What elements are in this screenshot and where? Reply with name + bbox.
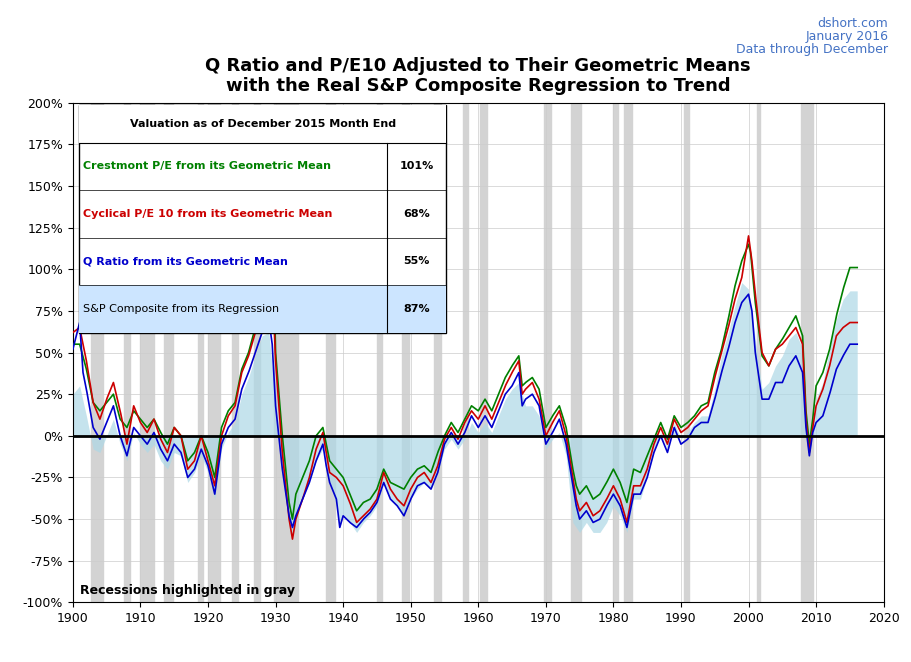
- Bar: [274, 103, 298, 602]
- Bar: [140, 103, 154, 602]
- Bar: [164, 103, 172, 602]
- Text: Data through December: Data through December: [736, 43, 888, 56]
- Bar: [623, 103, 632, 602]
- Bar: [544, 103, 551, 602]
- Bar: [571, 103, 581, 602]
- Bar: [403, 103, 409, 602]
- Bar: [326, 103, 334, 602]
- Text: dshort.com: dshort.com: [817, 17, 888, 30]
- Bar: [208, 103, 220, 602]
- Text: Crestmont P/E from its Geometric Mean: Crestmont P/E from its Geometric Mean: [84, 162, 332, 171]
- Text: 87%: 87%: [404, 304, 430, 314]
- Text: 101%: 101%: [400, 162, 434, 171]
- Bar: [377, 103, 382, 602]
- Bar: [684, 103, 690, 602]
- Text: 55%: 55%: [404, 256, 430, 266]
- Bar: [801, 103, 813, 602]
- Bar: [757, 103, 761, 602]
- Text: Valuation as of December 2015 Month End: Valuation as of December 2015 Month End: [129, 119, 395, 129]
- Text: 68%: 68%: [404, 209, 430, 219]
- Bar: [231, 103, 239, 602]
- Text: Recessions highlighted in gray: Recessions highlighted in gray: [79, 585, 294, 597]
- Bar: [198, 103, 203, 602]
- Bar: [124, 103, 130, 602]
- FancyBboxPatch shape: [79, 105, 445, 332]
- Bar: [613, 103, 619, 602]
- Text: January 2016: January 2016: [805, 30, 888, 43]
- Bar: [253, 103, 261, 602]
- Bar: [480, 103, 486, 602]
- Text: Cyclical P/E 10 from its Geometric Mean: Cyclical P/E 10 from its Geometric Mean: [84, 209, 333, 219]
- FancyBboxPatch shape: [79, 105, 445, 142]
- Text: Q Ratio from its Geometric Mean: Q Ratio from its Geometric Mean: [84, 256, 288, 266]
- Bar: [91, 103, 103, 602]
- Text: S&P Composite from its Regression: S&P Composite from its Regression: [84, 304, 280, 314]
- Bar: [435, 103, 441, 602]
- Title: Q Ratio and P/E10 Adjusted to Their Geometric Means
with the Real S&P Composite : Q Ratio and P/E10 Adjusted to Their Geom…: [206, 57, 751, 95]
- FancyBboxPatch shape: [79, 285, 445, 332]
- Bar: [463, 103, 468, 602]
